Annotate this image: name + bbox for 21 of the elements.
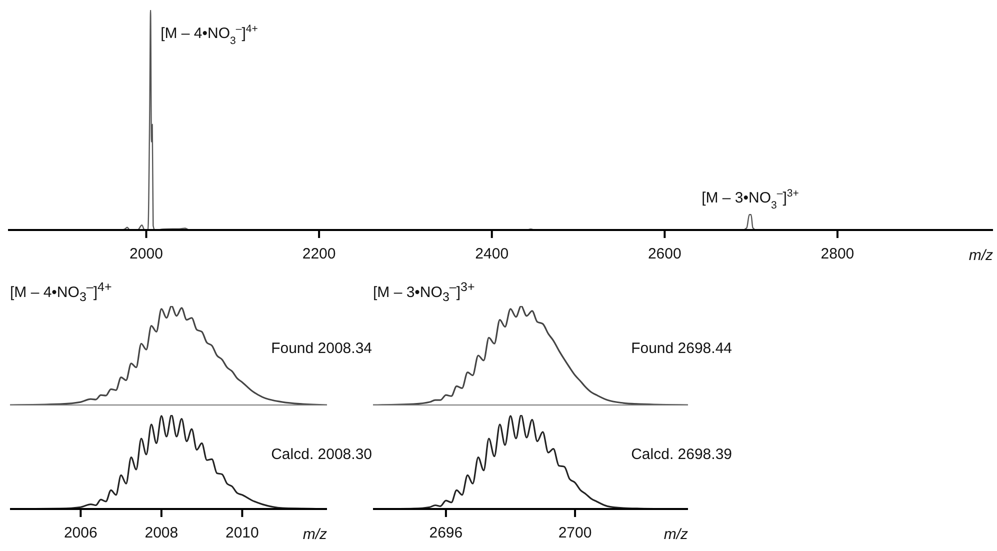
annotation: Found 2008.34 (271, 340, 372, 357)
x-tick-label: 2010 (226, 524, 259, 542)
annotation: Calcd. 2698.39 (631, 446, 732, 463)
x-axis-title: m/z (968, 247, 994, 264)
annotation: Calcd. 2008.30 (271, 446, 372, 463)
x-tick-label: 2200 (302, 246, 336, 263)
annotation: [M – 3•NO$_{3}$$^{–}$]$^{3+}$ (702, 188, 799, 212)
x-tick-label: 2008 (144, 524, 178, 542)
x-tick-label: 2000 (130, 246, 163, 263)
x-tick-label: 2800 (820, 246, 854, 263)
annotation: [M – 4•NO$_{3}$$^{–}$]$^{4+}$ (160, 23, 258, 47)
annotation: Found 2698.44 (631, 340, 732, 357)
chart-title: [M – 4•NO$_{3}$$^{–}$]$^{4+}$ (10, 280, 112, 304)
x-axis-title: m/z (302, 526, 328, 543)
x-tick-label: 2400 (475, 246, 509, 263)
x-tick-label: 2700 (558, 524, 592, 542)
x-axis-title: m/z (664, 526, 688, 543)
chart-title: [M – 3•NO$_{3}$$^{–}$]$^{3+}$ (373, 280, 475, 304)
x-tick-label: 2696 (429, 524, 463, 542)
x-tick-label: 2600 (648, 246, 682, 263)
x-tick-label: 2006 (64, 524, 98, 542)
